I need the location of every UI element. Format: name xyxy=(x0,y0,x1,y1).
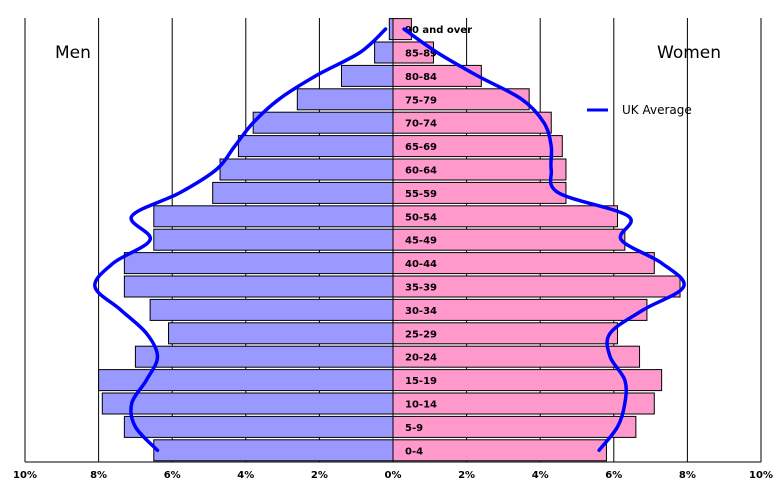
men-label: Men xyxy=(55,43,91,63)
bar-women xyxy=(392,252,655,275)
bar-women xyxy=(392,64,482,87)
bar-women xyxy=(392,439,607,462)
age-group-label: 60-64 xyxy=(405,166,437,177)
bar-women xyxy=(392,88,530,111)
bar-women xyxy=(392,18,412,41)
age-group-label: 50-54 xyxy=(405,212,437,223)
age-group-label: 0-4 xyxy=(405,446,423,457)
bar-women xyxy=(392,228,626,251)
age-group-label: 15-19 xyxy=(405,376,437,387)
uk-average-lines xyxy=(93,27,686,453)
age-group-label: 10-14 xyxy=(405,400,437,411)
bar-men xyxy=(340,64,394,87)
bar-men xyxy=(388,18,394,41)
x-tick-label: 2% xyxy=(311,470,328,481)
women-label: Women xyxy=(657,43,721,63)
age-group-label: 20-24 xyxy=(405,353,437,364)
bar-men xyxy=(153,205,394,228)
bar-women xyxy=(392,415,637,438)
bar-men xyxy=(212,181,394,204)
bar-women xyxy=(392,369,663,392)
age-labels: 0-4 5-9 10-14 15-19 20-24 25-29 30-34 35-39 40-4… xyxy=(405,25,472,457)
age-group-label: 70-74 xyxy=(405,119,437,130)
bar-men xyxy=(149,298,394,321)
age-group-label: 80-84 xyxy=(405,72,437,83)
x-tick-label: 4% xyxy=(532,470,549,481)
age-group-label: 90 and over xyxy=(405,25,472,36)
uk-average-line-men xyxy=(93,27,388,453)
bar-women xyxy=(392,181,567,204)
bar-men xyxy=(101,392,394,415)
x-tick-label: 6% xyxy=(164,470,181,481)
bar-women xyxy=(392,135,563,158)
age-group-label: 5-9 xyxy=(405,423,423,434)
x-tick-label: 0% xyxy=(385,470,402,481)
legend: UK Average xyxy=(587,103,692,117)
bar-men xyxy=(134,345,394,368)
bar-men xyxy=(374,41,394,64)
age-group-label: 35-39 xyxy=(405,283,437,294)
bar-women xyxy=(392,111,552,134)
bar-men xyxy=(252,111,394,134)
bar-women xyxy=(392,345,641,368)
x-tick-label: 6% xyxy=(605,470,622,481)
x-tick-label: 8% xyxy=(90,470,107,481)
bar-women xyxy=(392,392,655,415)
x-tick-labels: 10% 8% 6% 4% 2% 0% 2% 4% 6% 8% 10% xyxy=(13,470,773,481)
age-group-label: 85-89 xyxy=(405,49,437,60)
bar-men xyxy=(123,415,394,438)
x-tick-label: 4% xyxy=(237,470,254,481)
age-group-label: 45-49 xyxy=(405,236,437,247)
bars xyxy=(98,18,681,462)
bar-men xyxy=(168,322,394,345)
age-group-label: 75-79 xyxy=(405,95,437,106)
uk-average-line-women xyxy=(402,27,686,453)
age-group-label: 30-34 xyxy=(405,306,437,317)
bar-women xyxy=(392,41,434,64)
bar-men xyxy=(123,252,394,275)
age-group-label: 25-29 xyxy=(405,329,437,340)
bar-women xyxy=(392,298,648,321)
bar-men xyxy=(153,228,394,251)
x-tick-label: 8% xyxy=(679,470,696,481)
bar-men xyxy=(296,88,394,111)
age-group-label: 40-44 xyxy=(405,259,437,270)
x-tick-label: 10% xyxy=(749,470,773,481)
legend-label-uk-average: UK Average xyxy=(622,103,692,117)
bar-women xyxy=(392,205,618,228)
bar-women xyxy=(392,322,618,345)
age-group-label: 65-69 xyxy=(405,142,437,153)
x-tick-label: 2% xyxy=(458,470,475,481)
age-group-label: 55-59 xyxy=(405,189,437,200)
bar-men xyxy=(123,275,394,298)
x-tick-label: 10% xyxy=(13,470,37,481)
bar-men xyxy=(219,158,394,181)
bar-women xyxy=(392,275,681,298)
bar-men xyxy=(237,135,394,158)
bar-men xyxy=(153,439,394,462)
bar-women xyxy=(392,158,567,181)
